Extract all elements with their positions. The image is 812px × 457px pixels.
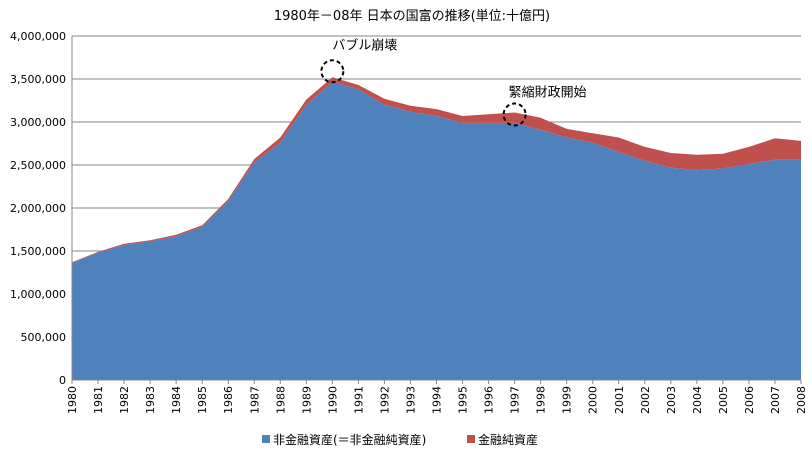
x-tick-label: 1980 [66, 386, 79, 414]
x-tick-label: 2006 [743, 386, 756, 414]
y-tick-label: 1,000,000 [10, 288, 66, 301]
x-tick-label: 1986 [222, 386, 235, 414]
x-tick-label: 1995 [457, 386, 470, 414]
x-tick-label: 1998 [535, 386, 548, 414]
x-tick-label: 1997 [509, 386, 522, 414]
x-tick-label: 1996 [483, 386, 496, 414]
y-tick-label: 3,500,000 [10, 73, 66, 86]
legend-swatch [262, 435, 270, 443]
plot-areas [72, 77, 801, 380]
annotation-circle [320, 59, 345, 84]
x-tick-label: 1999 [561, 386, 574, 414]
x-tick-label: 1982 [118, 386, 131, 414]
chart-title: 1980年－08年 日本の国富の推移(単位:十億円) [274, 8, 550, 24]
x-tick-label: 1989 [300, 386, 313, 414]
x-tick-label: 1988 [274, 386, 287, 414]
x-tick-label: 1987 [248, 386, 261, 414]
y-tick-label: 2,500,000 [10, 159, 66, 172]
x-tick-label: 1985 [196, 386, 209, 414]
y-tick-label: 500,000 [21, 331, 67, 344]
annotation-label: 緊縮財政開始 [509, 85, 587, 101]
legend-label: 非金融資産(＝非金融純資産) [273, 432, 426, 447]
y-tick-labels: 0 500,000 1,000,000 1,500,000 2,000,000 2,500… [10, 30, 66, 387]
x-tick-labels: 1980 1981 1982 1983 1984 1985 1986 1987 1988 1989… [66, 380, 808, 414]
x-tick-label: 1992 [378, 386, 391, 414]
x-tick-label: 2004 [691, 386, 704, 414]
legend: 非金融資産(＝非金融純資産) 金融純資産 [262, 432, 538, 447]
legend-label: 金融純資産 [478, 432, 538, 447]
y-tick-label: 4,000,000 [10, 30, 66, 43]
x-tick-label: 1983 [144, 386, 157, 414]
series-area-0 [72, 81, 801, 380]
x-tick-label: 1981 [92, 386, 105, 414]
y-tick-label: 1,500,000 [10, 245, 66, 258]
x-tick-label: 2005 [717, 386, 730, 414]
y-tick-label: 0 [59, 374, 66, 387]
annotation-circle [502, 102, 527, 127]
x-tick-label: 2001 [613, 386, 626, 414]
y-tick-label: 2,000,000 [10, 202, 66, 215]
series-area-1 [72, 77, 801, 263]
x-tick-label: 2000 [587, 386, 600, 414]
y-tick-label: 3,000,000 [10, 116, 66, 129]
x-tick-label: 2008 [795, 386, 808, 414]
x-tick-label: 1991 [352, 386, 365, 414]
x-tick-label: 1994 [431, 386, 444, 414]
x-tick-label: 2007 [769, 386, 782, 414]
legend-swatch [467, 435, 475, 443]
x-tick-label: 1984 [170, 386, 183, 414]
x-tick-label: 2002 [639, 386, 652, 414]
annotation-label: バブル崩壊 [332, 37, 397, 53]
x-tick-label: 2003 [665, 386, 678, 414]
x-tick-label: 1990 [326, 386, 339, 414]
x-tick-label: 1993 [404, 386, 417, 414]
